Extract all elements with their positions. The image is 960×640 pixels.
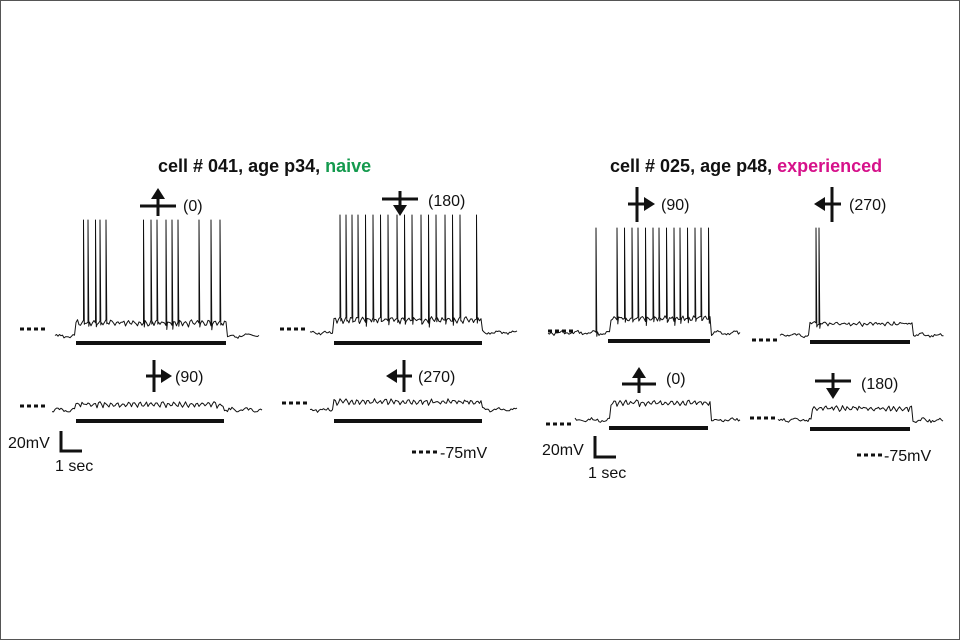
left-panel-title: cell # 041, age p34, naive (158, 156, 371, 176)
right-title-prefix: cell # 025, age p48, (610, 156, 777, 176)
left-trace-0-group: (0) (20, 188, 260, 345)
arrow-up-icon (622, 367, 656, 393)
right-panel-title: cell # 025, age p48, experienced (610, 156, 882, 176)
right-resting-legend: -75mV (857, 448, 931, 465)
left-trace-2-group: (90) (20, 360, 263, 423)
arrow-down-icon (382, 191, 418, 216)
left-voltage-trace-0 (54, 219, 260, 339)
right-scale-v: 20mV (542, 442, 584, 459)
left-trace-3-group: (270) (282, 360, 518, 423)
left-trace-1-group: (180) (280, 191, 518, 345)
right-direction-label-0: (90) (661, 197, 689, 214)
right-voltage-trace-0 (547, 227, 741, 337)
right-trace-1-group: (270) (752, 187, 944, 344)
right-voltage-trace-3 (777, 405, 944, 424)
left-scale-bar: 20mV 1 sec (8, 431, 93, 475)
right-resting-label: -75mV (884, 448, 931, 465)
right-voltage-trace-2 (574, 399, 741, 423)
arrow-right-icon (146, 360, 172, 392)
right-direction-label-2: (0) (666, 371, 686, 388)
right-scale-t: 1 sec (588, 465, 626, 482)
left-voltage-trace-1 (309, 214, 518, 336)
left-resting-legend: -75mV (412, 445, 487, 462)
left-resting-label: -75mV (440, 445, 487, 462)
arrow-left-icon (814, 187, 841, 222)
right-scale-bar: 20mV 1 sec (542, 436, 626, 482)
arrow-left-icon (386, 360, 412, 392)
left-direction-label-1: (180) (428, 193, 465, 210)
right-direction-label-3: (180) (861, 376, 898, 393)
left-title-condition: naive (325, 156, 371, 176)
left-direction-label-3: (270) (418, 369, 455, 386)
left-scale-v: 20mV (8, 435, 50, 452)
right-trace-0-group: (90) (547, 187, 741, 343)
right-trace-3-group: (180) (750, 373, 944, 431)
arrow-right-icon (628, 187, 655, 222)
left-direction-label-0: (0) (183, 198, 203, 215)
right-trace-2-group: (0) (546, 367, 741, 430)
arrow-up-icon (140, 188, 176, 216)
left-title-prefix: cell # 041, age p34, (158, 156, 325, 176)
right-voltage-trace-1 (779, 227, 944, 339)
right-direction-label-1: (270) (849, 197, 886, 214)
arrow-down-icon (815, 373, 851, 399)
left-voltage-trace-2 (51, 401, 263, 413)
left-voltage-trace-3 (309, 398, 518, 413)
left-scale-t: 1 sec (55, 458, 93, 475)
left-direction-label-2: (90) (175, 369, 203, 386)
right-title-condition: experienced (777, 156, 882, 176)
